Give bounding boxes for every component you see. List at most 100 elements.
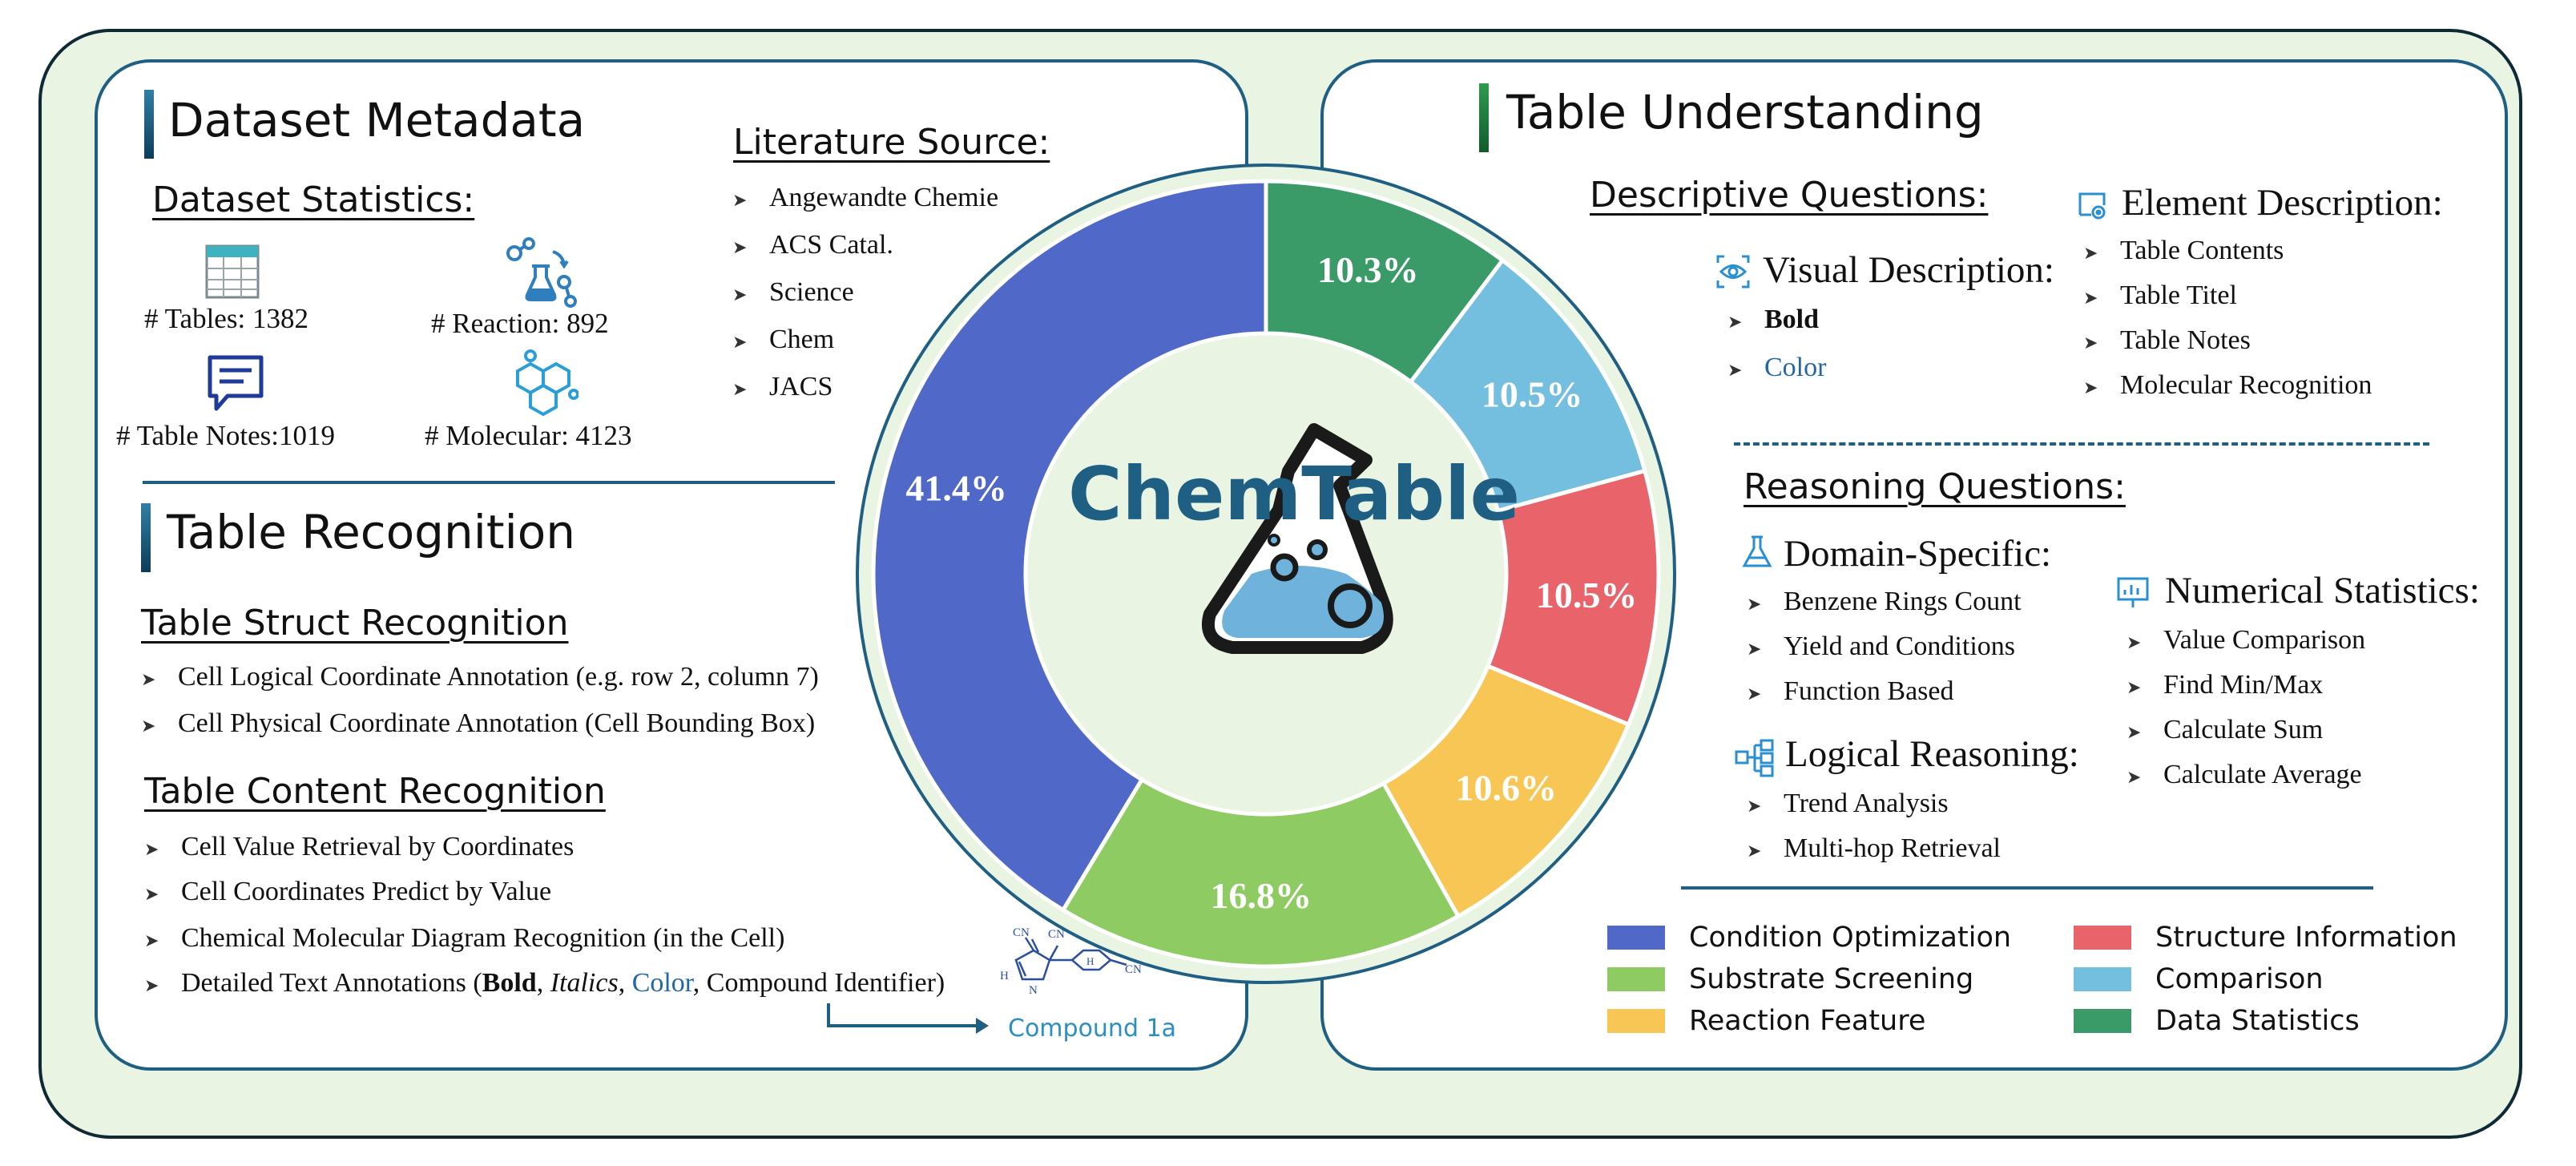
dataset-metadata-bar <box>144 90 154 159</box>
visual-item-color: ➤ Color <box>1727 353 1827 382</box>
table-struct-recognition-title: Table Struct Recognition <box>141 603 569 644</box>
molecule-label-h1: H <box>1000 970 1009 982</box>
chevron-right-icon: ➤ <box>732 379 748 399</box>
literature-source-title: Literature Source: <box>733 122 1050 163</box>
element-item: ➤ Molecular Recognition <box>2083 370 2372 400</box>
logical-reasoning-title: Logical Reasoning: <box>1785 733 2079 775</box>
flask-icon <box>1742 535 1772 567</box>
element-item: ➤ Table Contents <box>2083 236 2284 265</box>
legend-swatch <box>2074 926 2131 950</box>
legend-swatch <box>1607 967 1665 991</box>
donut-slice-label: 10.6% <box>1455 767 1557 808</box>
legend-item: Comparison <box>2074 963 2324 995</box>
chevron-right-icon: ➤ <box>732 284 748 305</box>
legend-item: Reaction Feature <box>1607 1005 1925 1037</box>
compound-label: Compound 1a <box>1008 1015 1176 1043</box>
descriptive-questions-title: Descriptive Questions: <box>1590 175 1989 216</box>
molecule-label-n: N <box>1029 984 1038 997</box>
struct-item: ➤ Cell Physical Coordinate Annotation (Ce… <box>141 708 816 738</box>
legend-swatch <box>2074 1009 2131 1033</box>
stat-reaction: # Reaction: 892 <box>431 308 609 339</box>
table-understanding-bar <box>1479 83 1489 152</box>
chevron-right-icon: ➤ <box>1727 312 1743 332</box>
compound-arrow-icon <box>827 1003 989 1034</box>
stat-molecular: # Molecular: 4123 <box>425 420 632 451</box>
chevron-right-icon: ➤ <box>144 839 159 859</box>
donut-chart: 10.3% 10.5% 10.5% 10.6% 16.8% 41.4% ChemTable <box>856 163 1676 984</box>
table-recognition-title: Table Recognition <box>167 505 575 559</box>
numerical-item: ➤ Find Min/Max <box>2127 670 2324 700</box>
element-description-title: Element Description: <box>2122 182 2443 224</box>
numerical-item: ➤ Calculate Average <box>2127 760 2362 789</box>
donut-slice-label: 10.5% <box>1482 373 1583 414</box>
dataset-statistics-title: Dataset Statistics: <box>152 180 475 220</box>
molecule-label-cn1: CN <box>1013 926 1030 939</box>
reasoning-questions-title: Reasoning Questions: <box>1744 466 2126 507</box>
chemtable-logo-text: ChemTable <box>1068 451 1520 537</box>
stat-table-notes: # Table Notes:1019 <box>116 420 335 451</box>
chevron-right-icon: ➤ <box>732 190 748 210</box>
molecule-label-h2: H <box>1086 955 1094 967</box>
chevron-right-icon: ➤ <box>2083 288 2098 308</box>
table-recognition-bar <box>141 503 151 572</box>
molecule-label-cn3: CN <box>1125 963 1142 976</box>
donut-slice-label: 16.8% <box>1210 875 1312 916</box>
literature-item: ➤ JACS <box>732 372 833 401</box>
chevron-right-icon: ➤ <box>1747 841 1762 861</box>
logical-item: ➤ Trend Analysis <box>1747 789 1949 818</box>
section-divider <box>143 481 835 484</box>
donut-slice <box>1060 777 1461 969</box>
compound-molecule-diagram: CN CN CN H H N <box>1000 926 1142 997</box>
hierarchy-icon <box>1735 739 1774 777</box>
domain-item: ➤ Yield and Conditions <box>1747 631 2015 661</box>
numerical-item: ➤ Calculate Sum <box>2127 715 2324 744</box>
table-icon <box>205 244 260 299</box>
legend-item: Condition Optimization <box>1607 922 2011 954</box>
content-item: ➤ Cell Coordinates Predict by Value <box>144 877 552 906</box>
legend-swatch <box>2074 967 2131 991</box>
chevron-right-icon: ➤ <box>2083 377 2098 397</box>
literature-item: ➤ Angewandte Chemie <box>732 183 999 212</box>
chevron-right-icon: ➤ <box>1747 594 1762 614</box>
donut-slice-label: 10.3% <box>1317 249 1419 290</box>
content-item: ➤ Cell Value Retrieval by Coordinates <box>144 832 574 861</box>
chevron-right-icon: ➤ <box>1747 684 1762 704</box>
dashed-divider <box>1734 442 2429 446</box>
content-item-detailed: ➤ Detailed Text Annotations (Bold, Italic… <box>144 968 945 998</box>
visual-description-title: Visual Description: <box>1763 249 2054 291</box>
visual-item-bold: ➤ Bold <box>1727 305 1820 334</box>
chevron-right-icon: ➤ <box>2127 677 2142 697</box>
stat-tables: # Tables: 1382 <box>144 303 308 334</box>
struct-item: ➤ Cell Logical Coordinate Annotation (e.g… <box>141 662 819 692</box>
legend-divider <box>1681 886 2373 890</box>
chevron-right-icon: ➤ <box>141 716 156 736</box>
chevron-right-icon: ➤ <box>2127 632 2142 652</box>
chevron-right-icon: ➤ <box>144 975 159 995</box>
literature-item: ➤ Chem <box>732 325 835 354</box>
chevron-right-icon: ➤ <box>144 884 159 904</box>
chevron-right-icon: ➤ <box>732 237 748 257</box>
donut-slice-label: 10.5% <box>1536 575 1638 615</box>
literature-item: ➤ Science <box>732 277 854 307</box>
flask-logo-icon <box>1201 423 1393 654</box>
table-content-recognition-title: Table Content Recognition <box>144 771 606 812</box>
content-item: ➤ Chemical Molecular Diagram Recognition … <box>144 923 785 953</box>
chevron-right-icon: ➤ <box>1747 639 1762 659</box>
legend-swatch <box>1607 926 1665 950</box>
molecule-label-cn2: CN <box>1048 928 1065 941</box>
domain-item: ➤ Function Based <box>1747 676 1954 706</box>
chevron-right-icon: ➤ <box>732 332 748 352</box>
eye-icon <box>1716 255 1750 288</box>
chat-note-icon <box>208 355 264 411</box>
legend-swatch <box>1607 1009 1665 1033</box>
chevron-right-icon: ➤ <box>2083 333 2098 353</box>
numerical-item: ➤ Value Comparison <box>2127 625 2366 655</box>
logical-item: ➤ Multi-hop Retrieval <box>1747 833 2002 863</box>
element-item: ➤ Table Notes <box>2083 325 2251 355</box>
legend-item: Structure Information <box>2074 922 2457 954</box>
reaction-flask-icon <box>506 237 577 308</box>
donut-slice-label: 41.4% <box>905 467 1007 508</box>
chevron-right-icon: ➤ <box>1747 796 1762 816</box>
legend-item: Data Statistics <box>2074 1005 2360 1037</box>
literature-item: ➤ ACS Catal. <box>732 230 893 260</box>
